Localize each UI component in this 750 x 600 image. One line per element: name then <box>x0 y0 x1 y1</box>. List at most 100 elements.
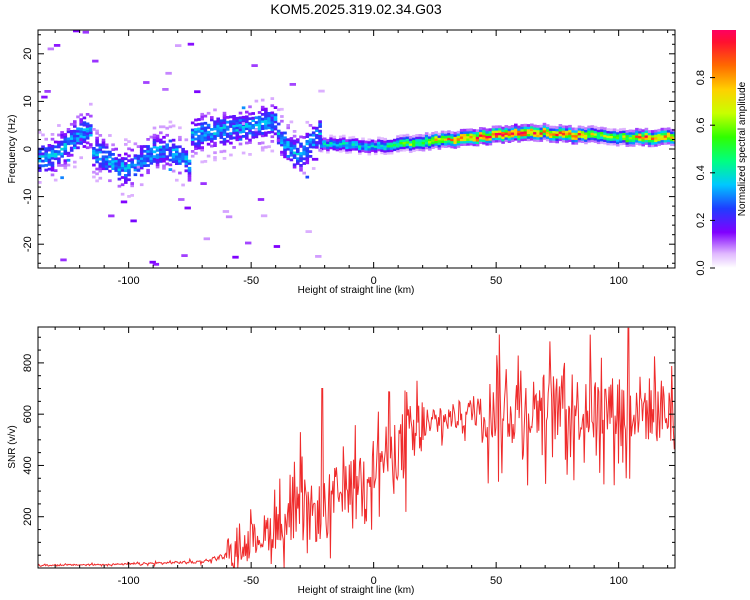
spectrogram-cell <box>276 141 281 145</box>
spectrogram-cell <box>625 137 630 140</box>
spectrogram-cell <box>79 120 83 124</box>
spectrogram-cell <box>89 145 93 149</box>
spectrogram-cell <box>184 206 191 210</box>
spectrogram-cell <box>488 130 493 134</box>
spectrogram-cell <box>628 136 633 140</box>
spectrogram-cell <box>318 129 322 133</box>
spectrogram-cell <box>510 132 515 135</box>
spectrogram-cell <box>95 153 99 157</box>
spectrogram-cell <box>206 135 211 139</box>
spectrogram-cell <box>47 155 52 159</box>
spectrogram-cell <box>232 117 236 121</box>
spectrogram-cell <box>238 126 243 129</box>
spectrogram-cell <box>280 107 284 111</box>
spectrogram-cell <box>181 150 185 154</box>
spectrogram-cell <box>200 139 204 142</box>
spectrogram-cell <box>79 142 83 145</box>
spectrogram-cell <box>241 115 246 119</box>
spectrogram-cell <box>555 128 559 132</box>
spectrogram-cell <box>450 145 454 149</box>
spectrogram-cell <box>466 131 470 134</box>
spectrogram-cell <box>130 184 134 188</box>
spectrogram-cell <box>577 139 582 143</box>
spectrogram-cell <box>628 134 633 138</box>
spectrogram-cell <box>187 169 192 173</box>
spectrogram-cell <box>431 143 435 147</box>
spectrogram-cell <box>593 132 598 136</box>
spectrogram-cell <box>50 168 55 172</box>
spectrogram-cell <box>264 107 268 111</box>
spectrogram-cell <box>412 134 416 138</box>
spectrogram-cell <box>101 143 106 147</box>
spectrogram-cell <box>219 126 224 130</box>
spectrogram-cell <box>92 59 99 63</box>
spectrogram-cell <box>53 157 58 161</box>
spectrogram-cell <box>311 145 316 149</box>
spectrogram-cell <box>235 138 240 142</box>
spectrogram-cell <box>644 135 649 138</box>
spectrogram-cell <box>612 135 617 139</box>
spectrogram-cell <box>308 150 313 153</box>
spectrogram-cell <box>475 143 480 147</box>
spectrogram-cell <box>609 135 614 139</box>
spectrogram-cell <box>296 159 300 163</box>
spectrogram-cell <box>283 155 287 159</box>
spectrogram-cell <box>219 121 224 125</box>
spectrogram-cell <box>606 135 610 139</box>
spectrogram-cell <box>104 160 109 163</box>
spectrogram-cell <box>444 135 448 139</box>
spectrogram-cell <box>127 166 131 170</box>
spectrogram-cell <box>260 98 265 102</box>
spectrogram-cell <box>114 157 118 160</box>
spectrogram-cell <box>666 132 671 135</box>
spectrogram-cell <box>631 139 636 142</box>
spectrogram-cell <box>593 130 598 134</box>
spectrogram-cell <box>117 165 122 169</box>
spectrogram-cell <box>162 152 166 156</box>
spectrogram-cell <box>130 219 137 223</box>
spectrogram-cell <box>507 137 512 141</box>
spectrogram-cell <box>593 128 598 131</box>
spectrogram-cell <box>504 137 509 140</box>
spectrogram-cell <box>299 166 303 170</box>
spectrogram-cell <box>673 143 675 147</box>
spectrogram-cell <box>149 135 154 139</box>
spectrogram-cell <box>358 142 362 146</box>
spectrogram-cell <box>197 141 201 145</box>
spectrogram-cell <box>549 125 553 129</box>
spectrogram-cell <box>38 154 42 158</box>
spectrogram-cell <box>482 141 486 145</box>
spectrogram-cell <box>69 130 74 133</box>
spectrogram-cell <box>558 131 563 134</box>
spectrogram-cell <box>248 153 252 156</box>
spectrogram-cell <box>367 147 372 151</box>
spectrogram-cell <box>60 135 64 139</box>
spectrogram-cell <box>219 131 224 135</box>
spectrogram-cell <box>108 179 112 183</box>
spectrogram-cell <box>399 136 403 140</box>
spectrogram-cell <box>574 141 579 145</box>
spectrogram-cell <box>571 141 575 145</box>
spectrogram-cell <box>232 255 239 259</box>
spectrogram-cell <box>354 145 359 149</box>
spectrogram-cell <box>561 132 566 136</box>
spectrogram-cell <box>124 169 128 172</box>
spectrogram-cell <box>69 141 74 145</box>
spectrogram-cell <box>609 138 614 141</box>
spectrogram-cell <box>641 143 645 147</box>
spectrogram-cell <box>57 143 61 146</box>
spectrogram-cell <box>104 165 109 168</box>
spectrogram-cell <box>308 140 313 144</box>
spectrogram-cell <box>92 151 96 155</box>
spectrogram-cell <box>463 143 467 146</box>
spectrogram-cell <box>101 150 106 154</box>
spectrogram-cell <box>63 164 68 167</box>
spectrogram-cell <box>463 138 467 142</box>
spectrogram-cell <box>338 147 343 151</box>
spectrogram-cell <box>305 151 310 155</box>
spectrogram-cell <box>453 134 458 137</box>
spectrogram-cell <box>428 147 432 151</box>
spectrogram-cell <box>168 168 173 171</box>
spectrogram-cell <box>514 133 518 136</box>
spectrogram-cell <box>580 125 585 129</box>
